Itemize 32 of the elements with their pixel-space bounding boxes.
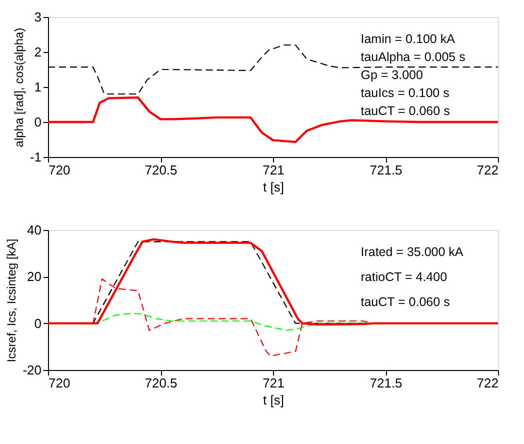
annotation: tauAlpha = 0.005 s <box>360 50 466 64</box>
x-tick-label: 721 <box>262 162 284 178</box>
line-series <box>48 96 498 144</box>
annotation: Irated = 35.000 kA <box>360 245 464 259</box>
x-tick-label: 720.5 <box>144 376 178 390</box>
annotation: tauIcs = 0.100 s <box>360 86 450 100</box>
y-axis-title: alpha [rad], cos(alpha) <box>12 28 26 148</box>
annotation: ratioCT = 4.400 <box>360 270 448 284</box>
x-tick-label: 721.5 <box>370 162 402 178</box>
y-tick-label: -20 <box>22 362 42 378</box>
y-tick-label: -1 <box>30 150 42 164</box>
y-tick-label: 0 <box>34 114 42 130</box>
y-tick-label: 3 <box>34 10 42 24</box>
y-tick-label: 2 <box>34 44 42 60</box>
x-tick-label: 720.5 <box>144 162 178 178</box>
y-tick-label: 40 <box>27 222 42 238</box>
x-tick-label: 721 <box>262 376 284 390</box>
annotation: tauCT = 0.060 s <box>360 295 450 309</box>
x-axis-title: t [s] <box>263 180 284 194</box>
x-axis-title: t [s] <box>263 392 284 408</box>
x-tick-label: 722 <box>476 376 498 390</box>
annotation: Gp = 3.000 <box>360 68 423 82</box>
x-tick-label: 722 <box>476 162 498 178</box>
y-tick-label: 20 <box>27 269 42 284</box>
y-tick-label: 0 <box>34 316 42 331</box>
x-tick-label: 720 <box>48 376 70 390</box>
x-tick-label: 721.5 <box>370 376 402 390</box>
annotation: Iamin = 0.100 kA <box>360 32 456 46</box>
annotation: tauCT = 0.060 s <box>360 104 450 118</box>
x-tick-label: 720 <box>48 162 70 178</box>
y-axis-title: Icsref, Ics, Icsinteg [kA] <box>4 238 19 362</box>
y-tick-label: 1 <box>34 80 42 94</box>
